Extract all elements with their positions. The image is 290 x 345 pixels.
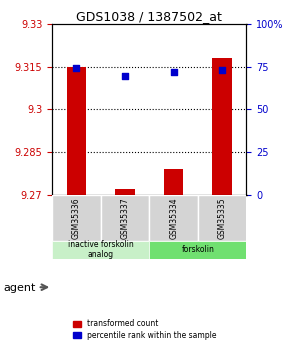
Bar <box>67 67 86 195</box>
FancyBboxPatch shape <box>101 195 149 241</box>
FancyBboxPatch shape <box>198 195 246 241</box>
Text: forskolin: forskolin <box>182 245 214 254</box>
Bar <box>213 58 232 195</box>
FancyBboxPatch shape <box>52 195 101 241</box>
Text: GSM35335: GSM35335 <box>218 197 227 239</box>
Legend: transformed count, percentile rank within the sample: transformed count, percentile rank withi… <box>72 318 218 341</box>
Text: agent: agent <box>3 283 35 293</box>
FancyBboxPatch shape <box>149 241 246 259</box>
Text: inactive forskolin
analog: inactive forskolin analog <box>68 240 134 259</box>
Point <box>171 69 176 75</box>
Bar <box>115 189 135 195</box>
Text: GSM35334: GSM35334 <box>169 197 178 239</box>
FancyBboxPatch shape <box>52 241 149 259</box>
FancyBboxPatch shape <box>149 195 198 241</box>
Text: GSM35337: GSM35337 <box>121 197 130 239</box>
Bar <box>164 169 183 195</box>
Point <box>74 65 79 70</box>
Title: GDS1038 / 1387502_at: GDS1038 / 1387502_at <box>76 10 222 23</box>
Point <box>220 68 224 73</box>
Text: GSM35336: GSM35336 <box>72 197 81 239</box>
Point <box>123 73 127 79</box>
